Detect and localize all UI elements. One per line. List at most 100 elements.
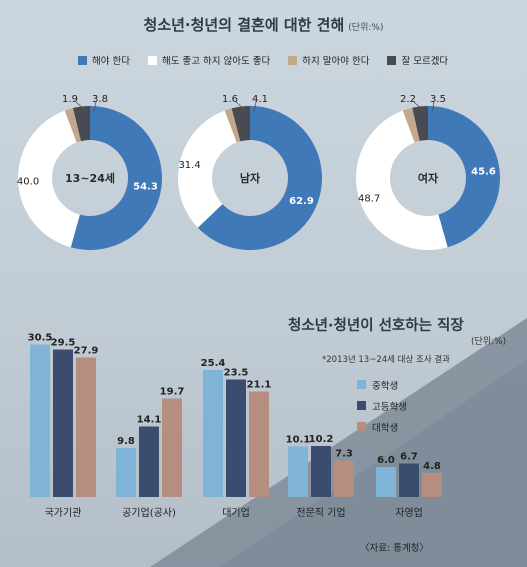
bar-4-middle [376,467,396,497]
donut-1-label-dontknow: 4.1 [252,94,268,105]
bar-0-high [53,349,73,497]
bar-value-0-middle: 30.5 [28,333,53,344]
legend-swatch-must [78,55,87,65]
donut-2-leader-dontknow [431,101,435,113]
legend-label-college: 대학생 [372,422,399,434]
bar-value-1-high: 14.1 [137,415,162,426]
legend-label-either: 해도 좋고 하지 않아도 좋다 [161,56,271,67]
donut-1-slice-shouldnt [224,108,241,143]
marriage-view-title: 청소년·청년의 결혼에 대한 견해 (단위:%) [0,14,527,35]
bar-value-2-high: 23.5 [224,368,249,379]
donut-0-slice-must [70,106,162,250]
legend-item-must: 해야 한다 [78,53,130,67]
donut-0-label-either: 40.0 [17,177,39,188]
bar-value-4-middle: 6.0 [377,455,395,466]
bar-1-high [139,426,159,497]
legend-label-high-school: 고등학생 [372,401,407,413]
category-label-4: 자영업 [395,506,423,519]
bar-3-college [334,460,354,497]
bar-3-middle [288,446,308,497]
donut-0-slice-either [17,110,80,248]
workplace-legend: 중학생 고등학생 대학생 [357,374,407,437]
donut-0-label-must: 54.3 [133,182,158,193]
legend-swatch-dontknow [387,55,397,65]
legend-swatch-either [147,55,157,65]
legend-item-shouldnt: 하지 말아야 한다 [288,53,369,67]
donut-2-label-shouldnt: 2.2 [400,94,416,105]
donut-2-slice-shouldnt [402,107,420,143]
donut-2-slice-must [428,106,500,248]
donut-2-label-either: 48.7 [358,193,380,204]
marriage-view-unit: (단위:%) [348,23,384,33]
bar-2-college [249,391,269,497]
donut-2-slice-dontknow [412,106,428,141]
legend-item-middle-school: 중학생 [357,374,407,395]
donut-2-center-label: 여자 [418,171,439,185]
legend-swatch-shouldnt [288,55,298,65]
bar-0-middle [30,344,50,497]
bar-value-4-college: 4.8 [423,461,441,472]
donut-1-center-label: 남자 [240,171,261,185]
donut-1-slice-dontknow [231,106,250,142]
bar-value-2-middle: 25.4 [201,358,226,369]
donut-2-slice-either [356,110,448,250]
bar-0-college [76,357,96,497]
donut-0-slice-shouldnt [64,108,82,143]
bar-value-4-high: 6.7 [400,452,418,463]
bar-value-3-high: 10.2 [309,434,334,445]
workplace-title: 청소년·청년이 선호하는 직장 [288,318,464,334]
bar-value-1-college: 19.7 [160,387,185,398]
workplace-unit: (단위:%) [471,337,507,347]
legend-item-high-school: 고등학생 [357,395,407,416]
legend-item-either: 해도 좋고 하지 않아도 좋다 [147,53,271,67]
bar-4-college [422,473,442,497]
donut-1-label-must: 62.9 [289,196,314,207]
source-label: 〈자료: 통계청〉 [360,543,429,554]
bar-4-high [399,463,419,497]
legend-label-must: 해야 한다 [92,56,130,67]
bar-value-0-high: 29.5 [51,338,76,349]
donut-1-slice-must [197,106,323,250]
legend-label-shouldnt: 하지 말아야 한다 [302,56,370,67]
bar-value-1-middle: 9.8 [117,436,135,447]
bar-1-middle [116,448,136,497]
category-label-0: 국가기관 [45,507,82,519]
bar-2-high [226,379,246,497]
category-label-1: 공기업(공사) [122,506,176,519]
donut-0-slice-dontknow [72,106,90,142]
donut-1-label-either: 31.4 [178,160,200,171]
donut-2-label-dontknow: 3.5 [430,94,446,105]
legend-label-middle-school: 중학생 [372,380,399,392]
donut-0-leader-dontknow [93,101,97,113]
legend-swatch-middle-school [357,380,366,389]
donut-1-leader-dontknow [253,101,257,113]
legend-item-dontknow: 잘 모르겠다 [387,53,448,67]
donut-1-label-shouldnt: 1.6 [222,94,238,105]
marriage-view-title-text: 청소년·청년의 결혼에 대한 견해 [143,16,345,34]
category-label-2: 대기업 [222,506,250,519]
donut-2-leader-shouldnt [413,101,426,113]
donut-0-leader-shouldnt [75,101,88,113]
legend-item-college: 대학생 [357,416,407,437]
legend-label-dontknow: 잘 모르겠다 [401,56,449,67]
workplace-note: *2013년 13~24세 대상 조사 결과 [322,355,451,365]
bar-1-college [162,398,182,497]
donut-0-label-dontknow: 3.8 [92,94,108,105]
legend-swatch-high-school [357,401,366,410]
bar-value-2-college: 21.1 [247,380,272,391]
bar-value-3-middle: 10.1 [286,435,311,446]
marriage-donut-charts: 54.3 40.0 1.9 3.8 13~24세 62.9 31.4 1.6 4.1 남자 45.6… [17,94,500,250]
category-label-3: 전문직 기업 [296,506,345,519]
donut-1-slice-either [178,110,237,228]
bar-2-middle [203,370,223,497]
bar-value-0-college: 27.9 [74,346,99,357]
donut-0-label-shouldnt: 1.9 [62,94,78,105]
legend-swatch-college [357,422,366,431]
marriage-legend: 해야 한다 해도 좋고 하지 않아도 좋다 하지 말아야 한다 잘 모르겠다 [78,53,448,67]
bar-value-3-college: 7.3 [335,449,353,460]
bar-3-high [311,446,331,497]
donut-2-label-must: 45.6 [471,166,496,177]
donut-0-center-label: 13~24세 [65,171,115,185]
